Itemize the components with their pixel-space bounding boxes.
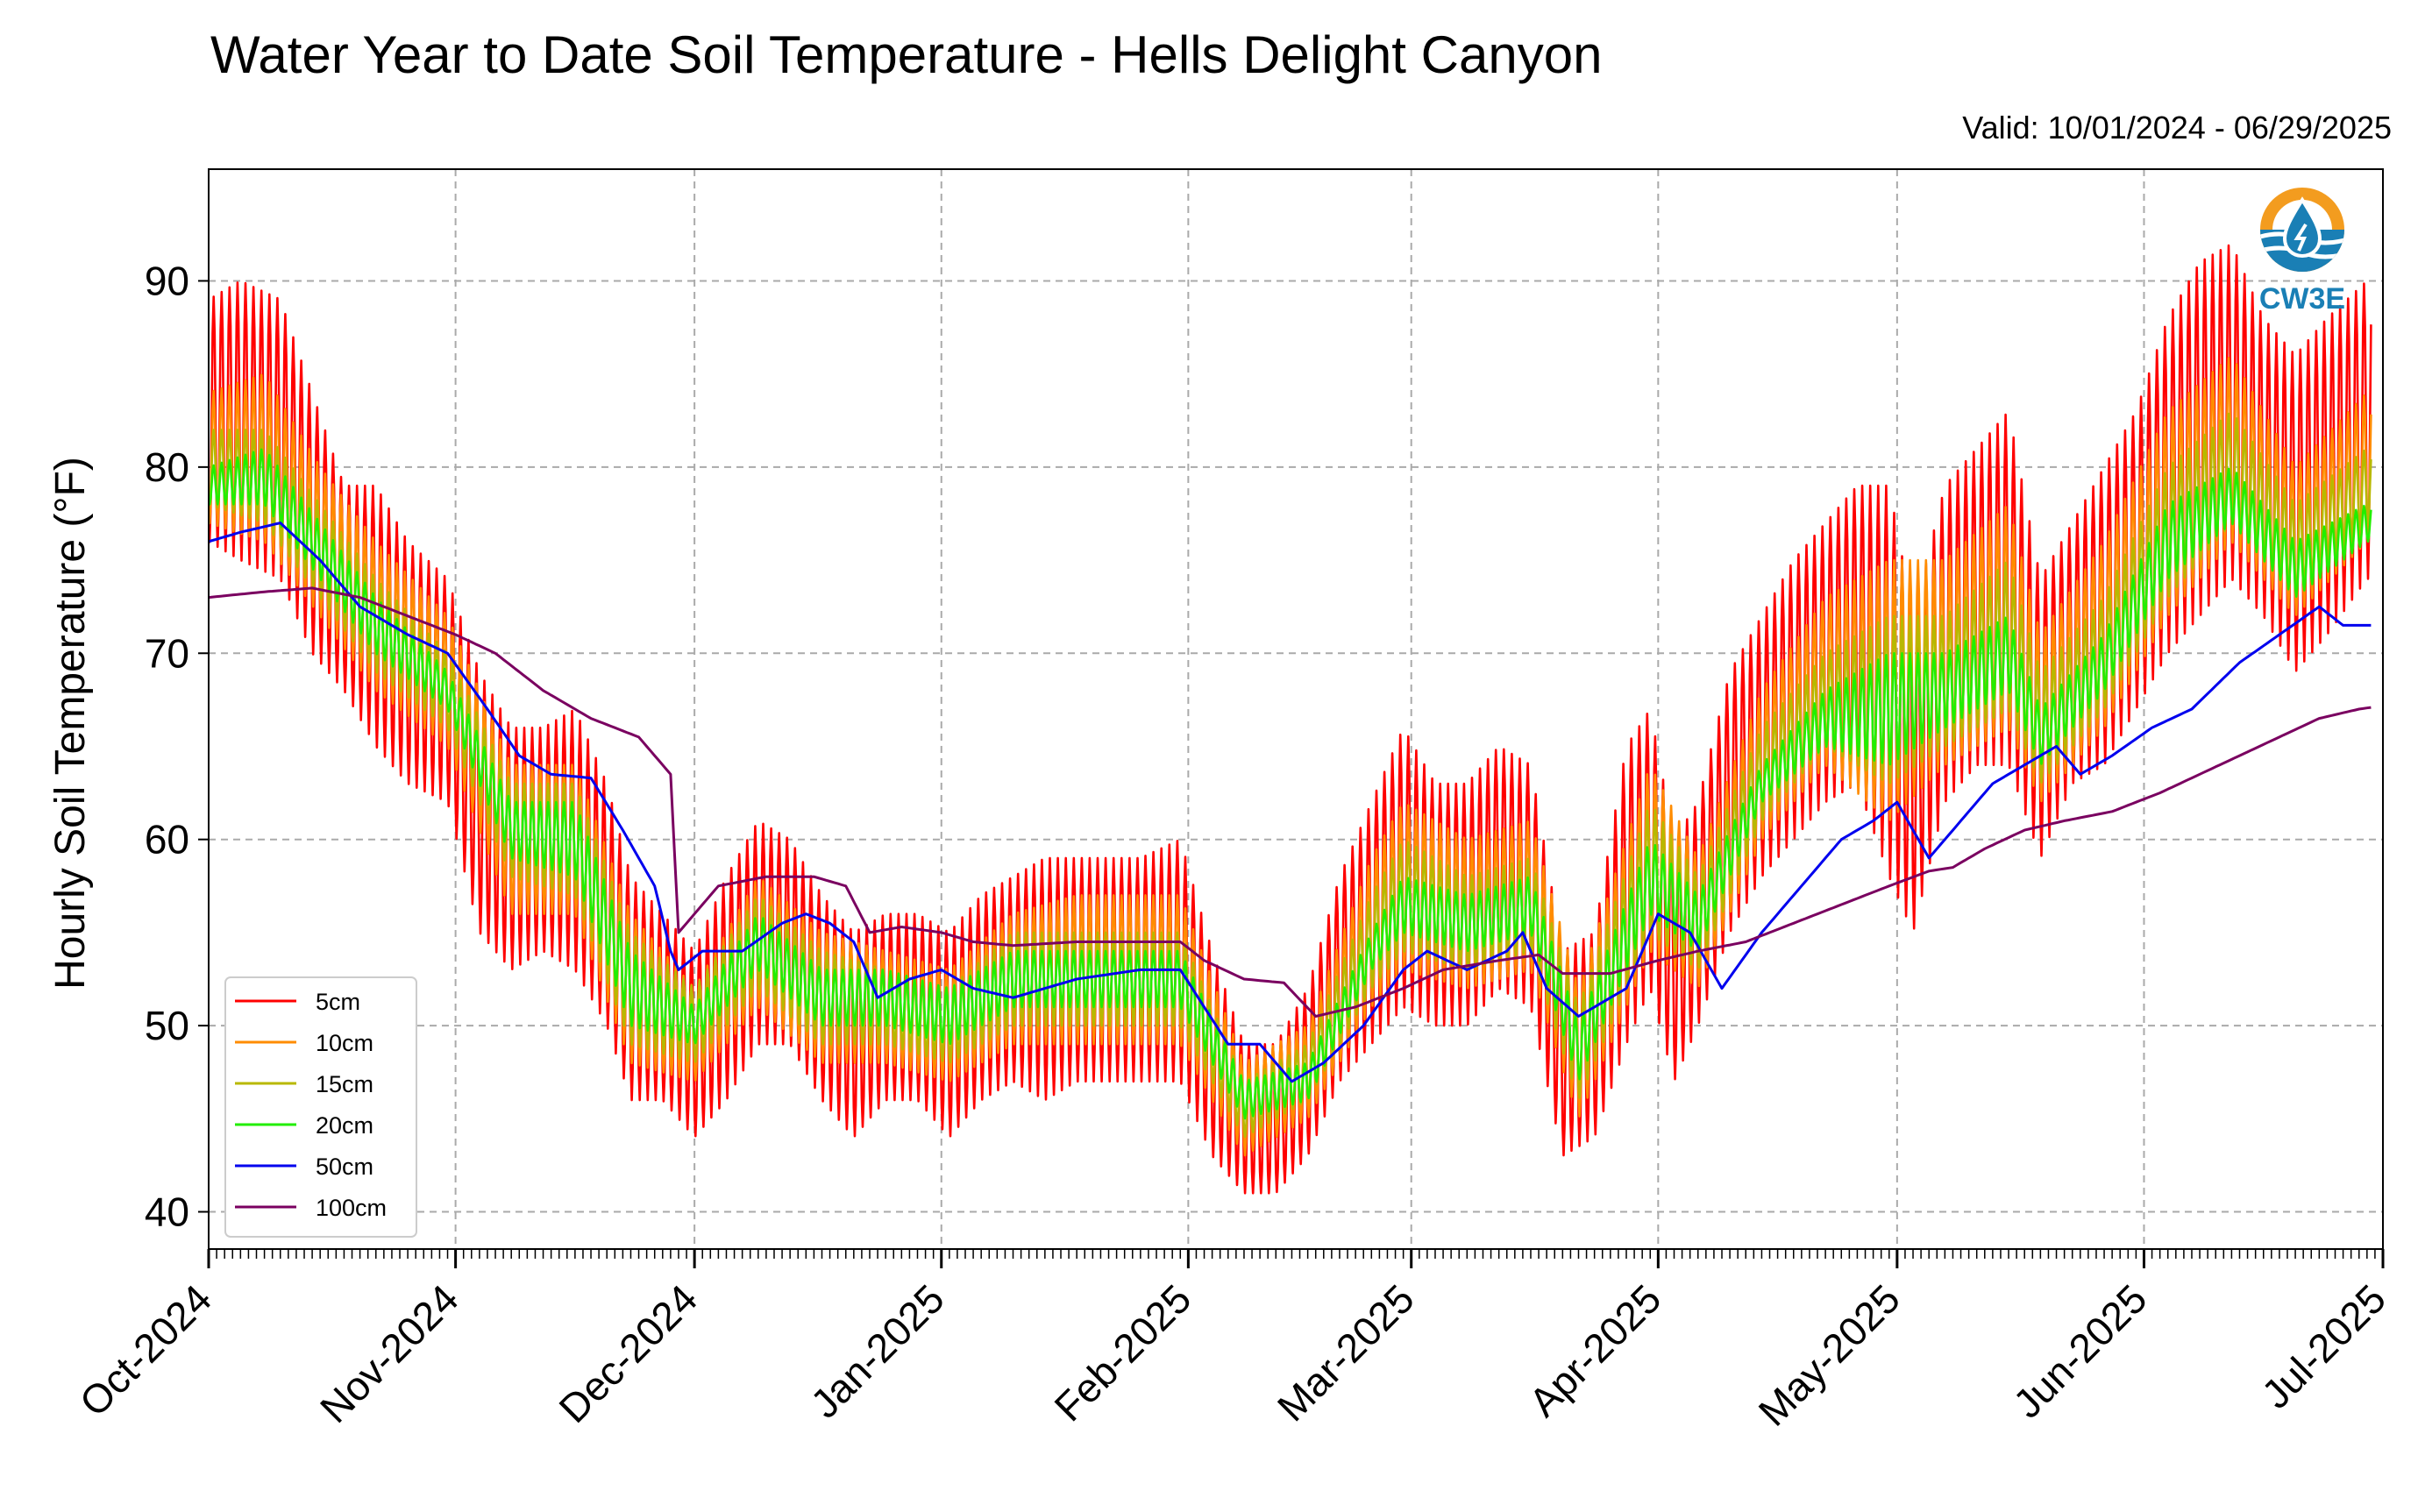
cw3e-logo-text: CW3E [2259,282,2345,316]
x-tick-label: Mar-2025 [1269,1275,1423,1430]
y-tick-label: 40 [145,1189,189,1235]
legend-label-100cm: 100cm [316,1195,387,1221]
x-tick-label: Dec-2024 [550,1275,706,1431]
x-tick-label: Jun-2025 [2004,1275,2155,1426]
y-tick-label: 90 [145,258,189,303]
x-tick-label: Oct-2024 [71,1275,221,1425]
cw3e-logo: CW3E [2259,188,2345,316]
x-tick-label: May-2025 [1750,1275,1909,1434]
legend-label-10cm: 10cm [316,1030,373,1056]
legend-label-50cm: 50cm [316,1154,373,1180]
x-tick-label: Jul-2025 [2253,1275,2395,1417]
valid-date-range: Valid: 10/01/2024 - 06/29/2025 [1962,110,2392,146]
cw3e-water-drop-logo-icon [2260,188,2344,272]
series-layer [209,244,2372,1195]
plot-frame [208,168,2384,1250]
x-tick-label: Nov-2024 [311,1275,467,1431]
axis-layer: 40 50 60 70 80 90 Oct-2024 Nov-2024 Dec-2024 Jan-… [71,258,2395,1434]
legend-label-5cm: 5cm [316,989,360,1015]
series-line-20cm [209,448,2372,1120]
series-line-50cm [209,522,2372,1083]
y-tick-label: 80 [145,444,189,490]
x-tick-label: Feb-2025 [1045,1275,1199,1430]
y-tick-label: 50 [145,1003,189,1048]
chart-title: Water Year to Date Soil Temperature - He… [210,25,1603,84]
legend-label-15cm: 15cm [316,1071,373,1097]
series-line-100cm [209,586,2372,1018]
y-axis-label: Hourly Soil Temperature (°F) [47,457,94,990]
plot-area-border [208,168,2384,1250]
x-tick-label: Apr-2025 [1520,1275,1670,1425]
legend: 5cm 10cm 15cm 20cm 50cm 100cm [224,976,417,1238]
x-tick-label: Jan-2025 [801,1275,952,1426]
legend-label-20cm: 20cm [316,1112,373,1139]
y-tick-label: 60 [145,817,189,862]
y-tick-label: 70 [145,630,189,676]
